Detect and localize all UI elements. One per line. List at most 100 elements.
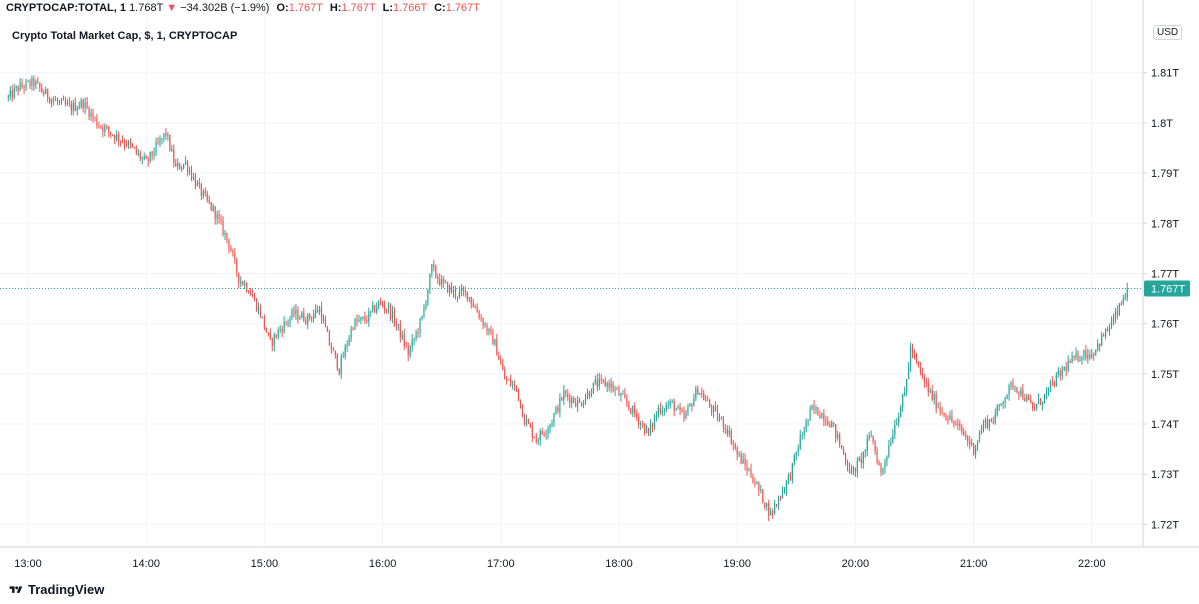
candle xyxy=(888,439,890,459)
candle xyxy=(549,423,551,434)
candle xyxy=(1045,387,1048,400)
candle xyxy=(305,316,307,326)
candle xyxy=(636,409,638,422)
candle xyxy=(348,335,350,347)
candle xyxy=(1053,380,1055,388)
price-axis: 1.81T 1.8T 1.79T 1.78T 1.77T 1.76T 1.75T 1.74T 1… xyxy=(1142,0,1179,547)
candle xyxy=(141,156,143,165)
tradingview-logo[interactable]: TradingView xyxy=(8,582,104,597)
candle xyxy=(1010,380,1012,391)
candle xyxy=(277,327,279,340)
candle xyxy=(833,422,835,428)
candle xyxy=(831,420,833,428)
candle xyxy=(547,425,549,440)
candle xyxy=(911,343,914,359)
candle xyxy=(1091,348,1093,359)
candle xyxy=(1026,393,1028,403)
candle xyxy=(275,334,277,340)
candle xyxy=(232,248,234,257)
candle xyxy=(238,272,240,289)
candle xyxy=(563,385,565,406)
candle xyxy=(9,86,11,101)
candle xyxy=(935,390,937,414)
candle xyxy=(974,444,977,459)
candle xyxy=(1085,345,1087,361)
candle xyxy=(835,423,837,444)
candle xyxy=(519,399,522,409)
candle xyxy=(632,405,634,418)
candle xyxy=(45,86,47,95)
candle xyxy=(94,116,96,122)
candle xyxy=(313,309,315,323)
candle xyxy=(198,177,200,189)
candle xyxy=(996,403,998,417)
candle xyxy=(51,98,53,108)
candle xyxy=(171,144,173,152)
candle xyxy=(1004,396,1006,409)
candle xyxy=(1039,397,1042,406)
candle xyxy=(521,404,524,418)
candle xyxy=(214,205,216,225)
candle xyxy=(852,465,855,476)
candle xyxy=(762,488,764,504)
candle xyxy=(372,301,374,313)
candle xyxy=(892,428,894,444)
candle xyxy=(799,429,801,450)
candle xyxy=(825,415,827,426)
candle xyxy=(1101,331,1103,347)
candle xyxy=(1014,385,1016,393)
candle xyxy=(525,414,528,427)
symbol-name[interactable]: CRYPTOCAP:TOTAL, 1 xyxy=(6,2,126,14)
candle xyxy=(299,315,301,321)
candle xyxy=(447,281,449,294)
candle xyxy=(659,402,661,416)
candle xyxy=(933,391,935,405)
candle xyxy=(240,276,242,288)
candle xyxy=(1059,368,1061,381)
candle xyxy=(1110,316,1113,330)
high-value: 1.767T xyxy=(341,2,376,14)
candle xyxy=(423,304,425,319)
candle xyxy=(907,361,910,380)
low-value: 1.766T xyxy=(392,2,428,14)
candle xyxy=(403,328,405,350)
candle xyxy=(127,139,130,149)
candle xyxy=(1047,387,1050,397)
candle xyxy=(543,431,545,438)
candle xyxy=(374,304,376,314)
candle xyxy=(955,420,957,426)
candle xyxy=(752,473,754,484)
candle xyxy=(411,333,413,352)
candle xyxy=(1057,367,1059,378)
candle xyxy=(389,303,392,322)
candle xyxy=(15,85,17,92)
candle xyxy=(370,310,372,318)
candle xyxy=(598,372,600,391)
candle xyxy=(27,80,29,83)
y-tick-label: 1.81T xyxy=(1151,68,1179,80)
candle xyxy=(1030,394,1032,404)
candle xyxy=(555,405,557,415)
candle xyxy=(1089,350,1091,361)
y-tick-label: 1.74T xyxy=(1151,419,1179,431)
candle xyxy=(66,98,68,106)
candle xyxy=(210,202,212,212)
candle xyxy=(665,402,667,413)
candle xyxy=(114,134,116,145)
candle xyxy=(502,358,504,371)
candle xyxy=(606,381,608,393)
candle xyxy=(383,300,386,314)
candle xyxy=(492,328,494,345)
candle xyxy=(923,373,925,388)
currency-button[interactable]: USD xyxy=(1153,25,1183,40)
candle xyxy=(902,393,904,413)
candle xyxy=(898,412,900,428)
candle xyxy=(880,462,882,477)
candle xyxy=(584,393,587,405)
candle xyxy=(894,419,896,440)
candle xyxy=(988,418,990,432)
candle xyxy=(1116,305,1119,320)
x-tick-label: 20:00 xyxy=(842,558,870,570)
candle xyxy=(967,434,969,447)
